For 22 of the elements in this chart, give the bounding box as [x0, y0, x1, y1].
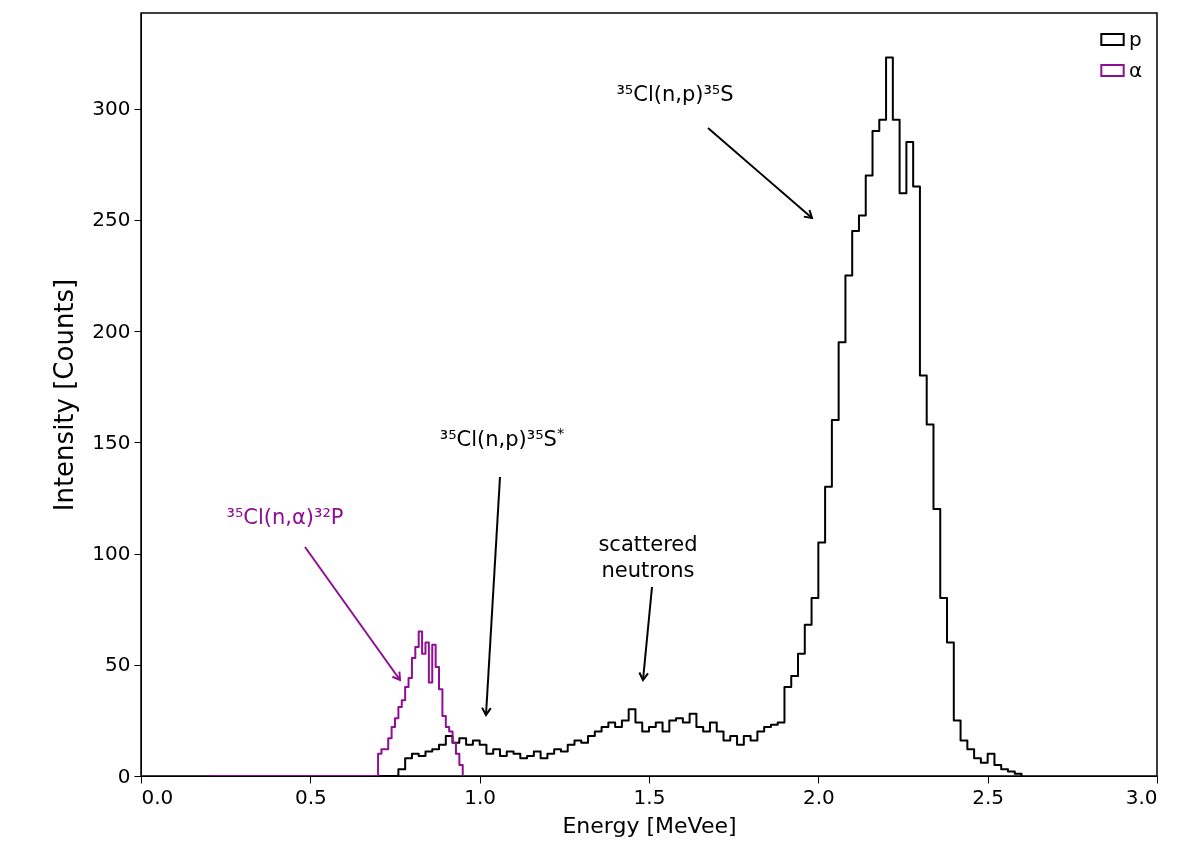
- annotation: ³⁵Cl(n,p)³⁵S$^{*}$: [439, 423, 565, 451]
- legend-label: p: [1129, 26, 1142, 51]
- y-tick-label: 150: [92, 429, 131, 454]
- x-axis-title: Energy [MeVee]: [562, 812, 737, 838]
- y-tick-label: 300: [92, 96, 131, 121]
- x-tick-label: 0.5: [294, 784, 327, 809]
- annotation: ³⁵Cl(n,p)³⁵S: [616, 82, 734, 106]
- x-tick-label: 3.0: [1125, 784, 1158, 809]
- y-tick-label: 200: [92, 318, 131, 343]
- legend-label: α: [1129, 57, 1143, 82]
- y-tick-label: 100: [92, 541, 131, 566]
- annotation: ³⁵Cl(n,α)³²P: [226, 505, 344, 529]
- y-axis-title: Intensity [Counts]: [49, 278, 80, 512]
- x-tick-label: 2.5: [972, 784, 1005, 809]
- annotation: scattered neutrons: [598, 532, 698, 582]
- y-tick-label: 50: [105, 652, 131, 677]
- x-tick-label: 0.0: [141, 784, 174, 809]
- y-tick-label: 0: [117, 763, 131, 788]
- x-tick-label: 1.5: [633, 784, 666, 809]
- x-tick-label: 1.0: [464, 784, 497, 809]
- y-tick-label: 250: [92, 207, 131, 232]
- x-tick-label: 2.0: [802, 784, 835, 809]
